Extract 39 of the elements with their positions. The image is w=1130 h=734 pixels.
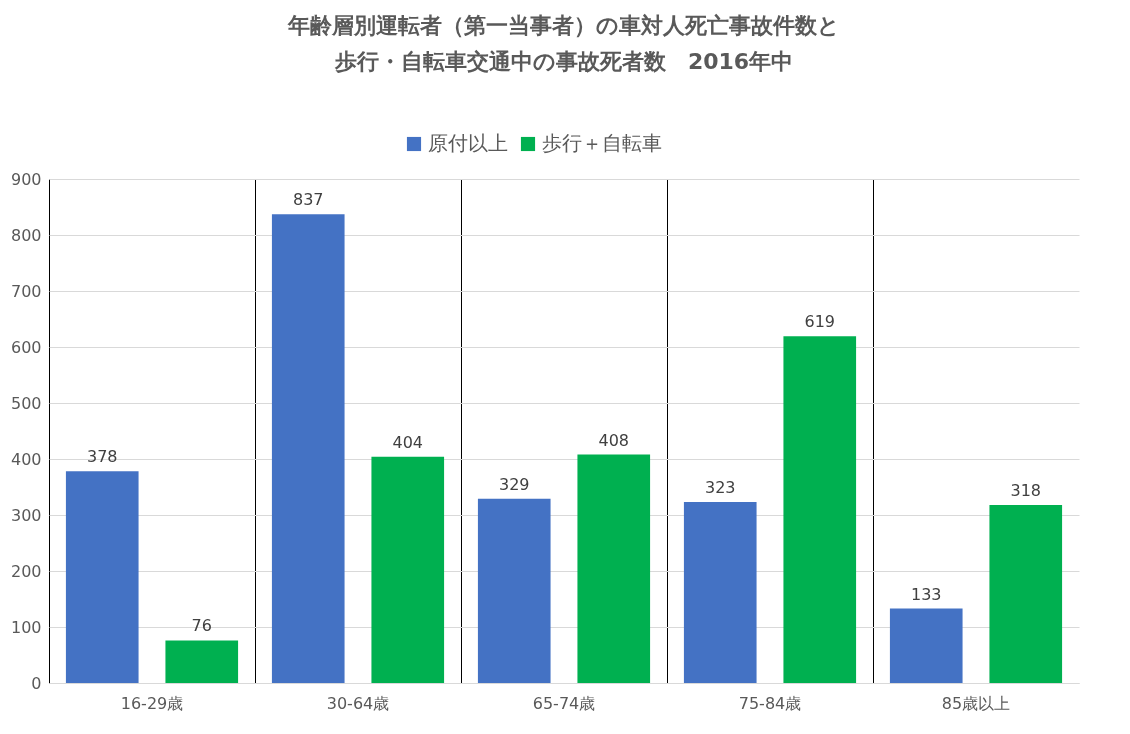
data-label: 378: [86, 447, 118, 467]
bar: [989, 504, 1063, 683]
y-tick-label: 500: [10, 393, 42, 413]
bar: [371, 456, 445, 683]
bar: [683, 502, 757, 683]
x-tick-label: 16-29歳: [120, 693, 184, 713]
bar: [783, 336, 857, 683]
y-tick-label: 800: [10, 225, 42, 245]
data-label: 837: [292, 190, 324, 210]
chart-subtitle: 歩行・自転車交通中の事故死者数 2016年中: [333, 49, 794, 74]
bar: [271, 214, 345, 683]
legend-label: 歩行＋自転車: [542, 131, 662, 155]
bar: [889, 608, 963, 683]
x-tick-label: 75-84歳: [738, 693, 802, 713]
x-tick-label: 30-64歳: [326, 693, 390, 713]
y-tick-label: 700: [10, 281, 42, 301]
y-tick-label: 900: [10, 169, 42, 189]
legend-label: 原付以上: [428, 131, 508, 155]
bar: [577, 454, 651, 683]
y-tick-label: 600: [10, 337, 42, 357]
data-label: 329: [498, 474, 530, 494]
data-label: 619: [804, 312, 836, 332]
data-label: 323: [704, 478, 736, 498]
x-tick-label: 65-74歳: [532, 693, 596, 713]
data-label: 318: [1010, 480, 1042, 500]
chart-title: 年齢層別運転者（第一当事者）の車対人死亡事故件数と: [287, 13, 840, 38]
bar: [65, 471, 139, 683]
y-tick-label: 0: [31, 673, 42, 693]
bar: [165, 640, 239, 683]
y-tick-label: 200: [10, 561, 42, 581]
data-label: 404: [392, 432, 424, 452]
y-tick-label: 300: [10, 505, 42, 525]
y-tick-label: 400: [10, 449, 42, 469]
data-label: 133: [910, 584, 942, 604]
data-label: 76: [191, 616, 212, 636]
y-tick-label: 100: [10, 617, 42, 637]
bar: [477, 498, 551, 683]
data-label: 408: [598, 430, 630, 450]
x-tick-label: 85歳以上: [941, 693, 1011, 713]
